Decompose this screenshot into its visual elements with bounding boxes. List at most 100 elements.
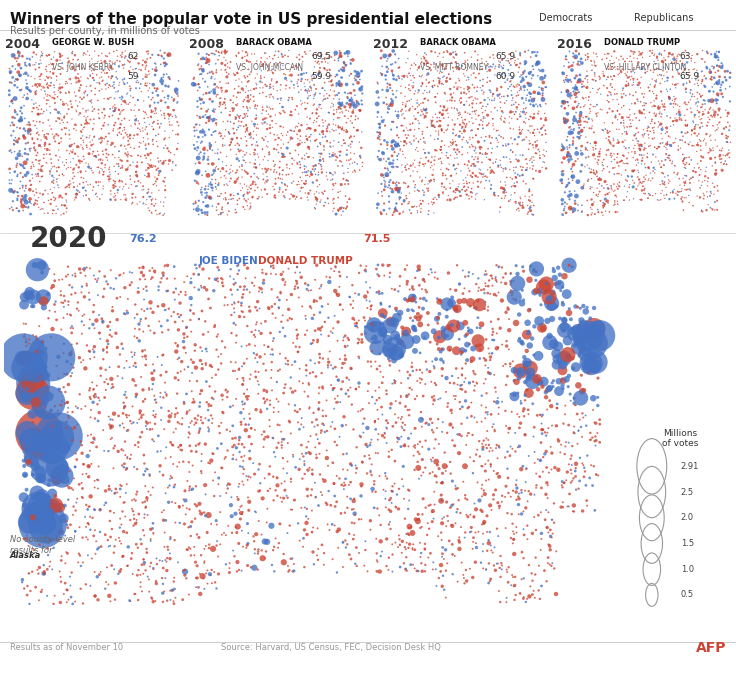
Point [289,281,301,292]
Point [37,117,49,128]
Point [418,160,430,171]
Point [640,64,651,75]
Point [711,140,723,151]
Point [205,179,217,190]
Point [159,173,171,183]
Point [333,55,344,66]
Point [85,80,96,91]
Point [436,142,447,153]
Point [257,493,269,504]
Point [309,135,321,146]
Point [46,129,58,140]
Point [138,294,150,305]
Point [413,464,425,475]
Point [249,158,261,169]
Point [543,384,555,395]
Point [101,68,113,78]
Point [63,104,74,115]
Point [489,93,500,104]
Point [132,129,144,140]
Point [467,98,478,109]
Point [411,265,423,276]
Point [33,202,45,213]
Point [328,115,339,125]
Text: 2016: 2016 [557,38,592,50]
Point [381,422,392,433]
Point [205,455,217,466]
Point [102,379,114,389]
Point [145,557,157,568]
Point [33,321,45,331]
Point [250,162,262,173]
Point [104,60,116,71]
Point [594,172,606,183]
Point [487,419,499,430]
Point [662,72,673,83]
Point [438,101,450,112]
Point [371,287,383,298]
Point [34,539,46,550]
Point [60,584,72,595]
Point [208,127,219,138]
Point [712,91,724,102]
Point [598,70,610,81]
Point [87,167,99,178]
Point [569,326,581,337]
Point [546,420,558,431]
Point [192,60,204,71]
Point [685,56,697,67]
Point [125,142,137,153]
Point [403,46,414,57]
Point [615,118,626,129]
Point [706,72,718,83]
Point [562,132,573,143]
Point [355,260,367,271]
Point [402,72,414,83]
Point [219,140,230,151]
Point [26,566,38,577]
Point [38,106,49,117]
Point [531,101,543,112]
Point [308,152,319,163]
Point [4,120,16,131]
Point [500,420,512,431]
Point [288,80,300,91]
Point [536,418,548,429]
Point [528,447,540,458]
Point [446,102,458,113]
Point [160,488,171,499]
Point [381,61,392,72]
Point [124,61,136,72]
Point [329,501,341,512]
Point [432,414,444,425]
Point [333,52,345,63]
Point [24,598,35,609]
Point [191,136,203,147]
Point [394,183,406,194]
Point [136,351,148,362]
Point [34,140,46,151]
Point [254,159,266,170]
Point [147,92,159,103]
Point [342,196,353,207]
Point [697,151,709,162]
Point [364,440,376,451]
Point [54,78,66,89]
Point [583,174,595,185]
Point [396,104,408,115]
Point [401,260,413,271]
Point [520,153,532,164]
Point [107,106,119,117]
Point [198,97,210,108]
Point [30,85,42,96]
Point [562,351,574,362]
Point [511,204,523,215]
Point [284,83,296,93]
Point [159,527,171,538]
Point [250,140,262,151]
Point [467,79,478,90]
Point [475,505,486,516]
Point [645,157,657,168]
Point [60,129,71,140]
Point [168,598,180,609]
